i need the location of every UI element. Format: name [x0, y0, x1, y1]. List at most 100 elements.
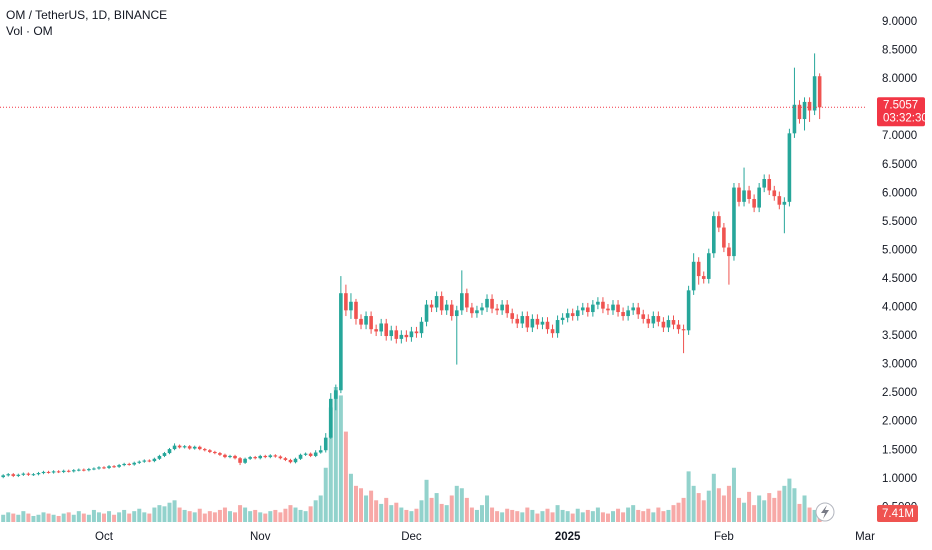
candle-body	[777, 196, 782, 205]
candle-body	[328, 398, 333, 438]
candle-body	[82, 469, 86, 471]
volume-bar	[585, 509, 590, 522]
volume-bar	[298, 509, 303, 522]
volume-bar	[500, 512, 505, 522]
volume-bar	[238, 505, 243, 522]
volume-bar	[16, 514, 21, 522]
volume-bar	[313, 500, 318, 522]
volume-bar	[419, 500, 424, 522]
volume-bar	[243, 507, 248, 522]
volume-bar	[187, 511, 192, 522]
volume-bar	[384, 497, 389, 522]
volume-bar	[283, 508, 288, 522]
candle-body	[565, 313, 570, 318]
candle-body	[762, 179, 767, 188]
candle-body	[787, 133, 792, 202]
volume-bar	[288, 505, 293, 522]
candle-body	[162, 453, 167, 456]
candle-body	[701, 276, 706, 279]
candle-body	[807, 101, 812, 111]
candle-body	[122, 463, 126, 466]
volume-bar	[641, 511, 646, 522]
candle-body	[555, 320, 560, 334]
replay-icon[interactable]	[815, 502, 835, 522]
candle-body	[812, 76, 817, 111]
candle-body	[293, 458, 298, 463]
candle-body	[389, 330, 394, 337]
candle-body	[258, 455, 263, 459]
candle-body	[475, 310, 479, 314]
candle-body	[298, 454, 303, 459]
candle-body	[712, 216, 716, 254]
candle-body	[661, 321, 666, 328]
y-tick-label: 5.0000	[882, 244, 917, 256]
candle-body	[691, 261, 696, 291]
volume-bar	[374, 500, 379, 522]
candle-body	[651, 316, 656, 324]
volume-bar	[404, 509, 409, 522]
candle-body	[243, 458, 247, 463]
candle-body	[429, 304, 434, 308]
volume-bar	[409, 511, 414, 522]
candle-body	[399, 334, 404, 339]
volume-bar	[192, 512, 197, 522]
volume-bar	[711, 473, 716, 522]
volume-bar	[686, 471, 691, 522]
volume-bar	[575, 508, 580, 522]
candle-body	[369, 316, 373, 330]
candle-body	[616, 304, 620, 313]
candle-body	[339, 293, 343, 391]
volume-bar	[167, 502, 172, 522]
volume-bar	[353, 485, 358, 522]
volume-bar	[66, 512, 71, 522]
volume-bar	[308, 506, 313, 522]
volume-bar	[41, 512, 46, 522]
volume-bar	[197, 508, 202, 522]
volume-bar	[767, 493, 772, 522]
candle-body	[132, 462, 137, 465]
volume-bar	[31, 515, 36, 522]
candle-body	[545, 321, 550, 330]
y-tick-label: 9.0000	[882, 16, 917, 28]
candle-body	[454, 310, 459, 317]
candle-body	[626, 310, 630, 317]
candle-body	[127, 463, 131, 465]
candle-body	[21, 473, 26, 475]
volume-bar	[626, 507, 631, 522]
candle-body	[550, 329, 555, 334]
volume-bar	[137, 508, 142, 522]
candle-body	[540, 321, 545, 325]
volume-bar	[474, 509, 479, 522]
volume-bar	[112, 514, 117, 522]
volume-bar	[565, 511, 570, 522]
volume-bar	[706, 490, 711, 522]
candle-body	[485, 298, 489, 308]
candle-body	[722, 227, 726, 248]
last-price-label: 7.5057	[883, 99, 918, 111]
candle-body	[147, 460, 152, 462]
y-tick-label: 7.0000	[882, 130, 917, 142]
volume-bar	[81, 513, 86, 522]
volume-bar	[600, 512, 605, 522]
y-tick-label: 6.5000	[882, 159, 917, 171]
volume-bar	[132, 511, 137, 522]
volume-bar	[21, 511, 26, 522]
volume-bar	[580, 512, 585, 522]
candle-body	[742, 190, 746, 202]
candle-body	[202, 449, 207, 451]
volume-bar	[122, 509, 127, 522]
volume-bar	[802, 495, 807, 522]
y-tick-label: 2.0000	[882, 416, 917, 428]
candle-body	[570, 313, 575, 317]
candle-body	[465, 293, 469, 308]
volume-bar	[263, 513, 268, 522]
candle-body	[344, 293, 348, 311]
icon-bolt[interactable]	[821, 505, 829, 519]
candle-body	[525, 316, 530, 328]
volume-legend: Vol · OM	[6, 24, 53, 38]
candle-body	[510, 313, 515, 319]
y-tick-label: 6.0000	[882, 187, 917, 199]
volume-bar	[86, 514, 91, 522]
volume-bar	[222, 507, 227, 522]
candle-body	[379, 323, 383, 332]
